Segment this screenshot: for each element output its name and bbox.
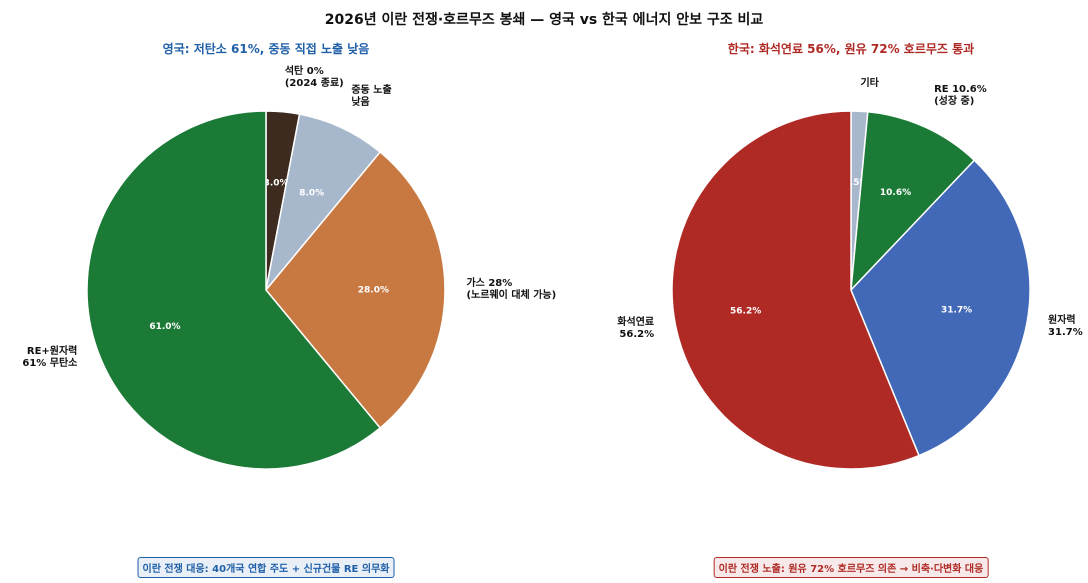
slice-label: 화석연료 56.2% (617, 316, 655, 340)
annotation: 이란 전쟁 노출: 원유 72% 호르무즈 의존 → 비축·다변화 대응 (713, 557, 989, 578)
pie-slice (850, 110, 976, 293)
chart-title: 2026년 이란 전쟁·호르무즈 봉쇄 — 영국 vs 한국 에너지 안보 구조… (324, 12, 764, 28)
value-label: 61.0% (149, 322, 180, 332)
annotation: 이란 전쟁 대응: 40개국 연합 주도 + 신규건물 RE 의무화 (137, 557, 395, 578)
value-label: 28.0% (358, 286, 389, 296)
slice-label: 기타 (860, 77, 879, 89)
slice-label: 원자력 31.7% (1048, 314, 1083, 338)
value-label: 56.2% (730, 306, 761, 316)
value-label: 8.0% (299, 188, 324, 198)
pie-slice (850, 159, 1031, 457)
value-label: 3.0% (264, 179, 289, 189)
pie-slice (671, 110, 920, 470)
slice-label: 중동 노출 낮음 (351, 84, 392, 108)
subtitle: 한국: 화석연료 56%, 원유 72% 호르무즈 통과 (727, 42, 975, 56)
pie-slice (86, 110, 382, 470)
slice-label: RE+원자력 61% 무탄소 (22, 345, 78, 369)
slice-label: RE 10.6% (성장 중) (934, 83, 987, 107)
slice-label: 가스 28% (노르웨이 대체 가능) (466, 278, 557, 301)
slice-label: 석탄 0% (2024 종료) (284, 66, 344, 90)
value-label: 10.6% (880, 188, 911, 198)
pie-slice (265, 113, 382, 291)
value-label: 31.7% (941, 305, 972, 315)
subtitle: 영국: 저탄소 61%, 중동 직접 노출 낮음 (162, 42, 370, 56)
pie-slice (265, 151, 446, 429)
value-label: 1.5% (844, 178, 869, 188)
